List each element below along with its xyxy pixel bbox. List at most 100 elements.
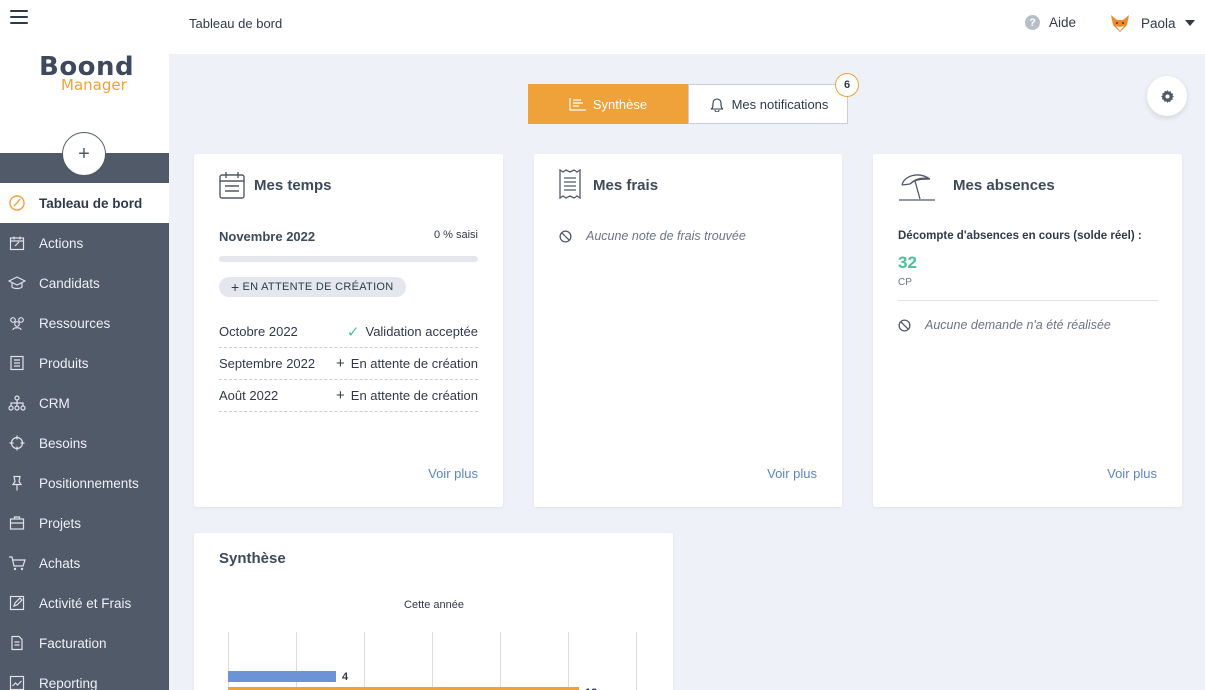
card-title: Mes temps xyxy=(254,177,332,194)
edit-icon xyxy=(8,594,26,612)
help-link[interactable]: ? Aide xyxy=(1025,15,1076,30)
org-chart-icon xyxy=(8,394,26,412)
sidebar-item-label: Candidats xyxy=(39,275,100,291)
pill-label: EN ATTENTE DE CRÉATION xyxy=(242,281,394,293)
current-month-row: Novembre 2022 0 % saisi xyxy=(219,229,478,244)
empty-text: Aucune demande n'a été réalisée xyxy=(925,318,1111,332)
voir-plus-link[interactable]: Voir plus xyxy=(767,466,817,481)
briefcase-icon xyxy=(8,514,26,532)
list-item[interactable]: Octobre 2022 ✓ Validation acceptée xyxy=(219,316,478,348)
tab-synthese[interactable]: Synthèse xyxy=(528,84,688,124)
current-month: Novembre 2022 xyxy=(219,229,316,244)
sidebar-item-projets[interactable]: Projets xyxy=(0,503,169,543)
product-list-icon xyxy=(8,354,26,372)
list-item[interactable]: Septembre 2022 + En attente de création xyxy=(219,348,478,380)
row-month: Septembre 2022 xyxy=(219,356,316,371)
sidebar-item-label: Projets xyxy=(39,515,82,531)
card-synthese: Synthèse Cette année 4 13 xyxy=(194,533,673,690)
card-mes-absences: Mes absences Décompte d'absences en cour… xyxy=(873,154,1182,507)
sidebar-item-produits[interactable]: Produits xyxy=(0,343,169,383)
card-mes-temps: Mes temps Novembre 2022 0 % saisi + EN A… xyxy=(194,154,503,507)
sidebar-item-crm[interactable]: CRM xyxy=(0,383,169,423)
row-status-label: En attente de création xyxy=(350,356,478,371)
data-label-0: 4 xyxy=(342,671,349,683)
chevron-down-icon xyxy=(1184,20,1195,26)
absence-balance-label: Décompte d'absences en cours (solde réel… xyxy=(898,230,1142,242)
sidebar-item-facturation[interactable]: Facturation xyxy=(0,623,169,663)
row-status-label: Validation acceptée xyxy=(365,324,478,339)
logo-sub: Manager xyxy=(61,76,127,94)
graduation-cap-icon xyxy=(8,274,26,292)
sidebar-item-label: Achats xyxy=(39,555,81,571)
bell-icon xyxy=(710,98,723,112)
sidebar-item-label: Activité et Frais xyxy=(39,595,132,611)
gear-icon xyxy=(1160,89,1174,103)
empty-state: Aucune demande n'a été réalisée xyxy=(898,318,1111,332)
breadcrumb: Tableau de bord xyxy=(189,16,283,31)
settings-button[interactable] xyxy=(1147,76,1187,116)
list-icon xyxy=(569,98,586,111)
tab-label: Mes notifications xyxy=(731,96,829,112)
percent-entered: 0 % saisi xyxy=(433,229,478,241)
user-menu[interactable]: Paola xyxy=(1109,12,1195,34)
ban-icon xyxy=(898,318,911,332)
sidebar-item-candidats[interactable]: Candidats xyxy=(0,263,169,303)
tab-label: Synthèse xyxy=(592,96,648,112)
plus-icon: + xyxy=(336,387,345,404)
invoice-icon xyxy=(8,634,26,652)
absence-balance-value: 32 xyxy=(898,253,917,272)
logo-main: Boond xyxy=(39,52,135,82)
chart-line-icon xyxy=(8,674,26,690)
empty-text: Aucune note de frais trouvée xyxy=(586,229,746,243)
sidebar: Boond Manager + Tableau de bord Actions … xyxy=(0,0,169,690)
bar-0 xyxy=(228,671,336,682)
row-status-label: En attente de création xyxy=(350,388,478,403)
target-icon xyxy=(8,434,26,452)
calendar-edit-icon xyxy=(8,234,26,252)
sidebar-item-achats[interactable]: Achats xyxy=(0,543,169,583)
sidebar-item-activite-frais[interactable]: Activité et Frais xyxy=(0,583,169,623)
view-tabs: Synthèse Mes notifications 6 xyxy=(528,73,859,124)
plus-icon: + xyxy=(231,279,240,295)
avatar xyxy=(1111,15,1129,32)
sidebar-item-ressources[interactable]: Ressources xyxy=(0,303,169,343)
sidebar-item-label: CRM xyxy=(39,395,70,411)
card-title: Mes absences xyxy=(953,177,1055,194)
pin-icon xyxy=(8,474,26,492)
people-icon xyxy=(8,314,26,332)
sidebar-item-label: Besoins xyxy=(39,435,88,451)
plus-icon: + xyxy=(336,355,345,372)
voir-plus-link[interactable]: Voir plus xyxy=(428,466,478,481)
sidebar-item-besoins[interactable]: Besoins xyxy=(0,423,169,463)
sidebar-item-label: Tableau de bord xyxy=(39,195,143,211)
row-status: + En attente de création xyxy=(336,387,478,404)
tab-notifications[interactable]: Mes notifications 6 xyxy=(688,73,859,124)
create-timesheet-pill[interactable]: + EN ATTENTE DE CRÉATION xyxy=(219,277,406,297)
help-icon: ? xyxy=(1025,15,1040,30)
hamburger-menu-icon[interactable] xyxy=(10,10,28,26)
data-label-1: 13 xyxy=(585,687,597,690)
cart-icon xyxy=(8,554,26,572)
beach-umbrella-icon xyxy=(899,174,935,201)
receipt-icon xyxy=(559,169,581,199)
sidebar-item-actions[interactable]: Actions xyxy=(0,223,169,263)
sidebar-item-positionnements[interactable]: Positionnements xyxy=(0,463,169,503)
add-button[interactable]: + xyxy=(62,132,106,176)
help-label: Aide xyxy=(1049,15,1077,30)
row-status: ✓ Validation acceptée xyxy=(347,323,478,341)
card-title: Synthèse xyxy=(219,550,286,567)
topbar: Tableau de bord ? Aide Paola xyxy=(169,0,1205,54)
check-icon: ✓ xyxy=(346,323,360,341)
notification-count-badge: 6 xyxy=(835,73,859,97)
absence-unit: CP xyxy=(898,277,912,288)
sidebar-item-tableau-de-bord[interactable]: Tableau de bord xyxy=(0,183,169,223)
logo[interactable]: Boond Manager xyxy=(39,52,139,93)
voir-plus-link[interactable]: Voir plus xyxy=(1107,466,1157,481)
list-item[interactable]: Août 2022 + En attente de création xyxy=(219,380,478,412)
sidebar-item-label: Positionnements xyxy=(39,475,139,491)
chart-title: Cette année xyxy=(404,599,464,611)
row-month: Octobre 2022 xyxy=(219,324,298,339)
sidebar-item-label: Actions xyxy=(39,235,84,251)
sidebar-item-reporting[interactable]: Reporting xyxy=(0,663,169,690)
card-title: Mes frais xyxy=(593,177,659,194)
